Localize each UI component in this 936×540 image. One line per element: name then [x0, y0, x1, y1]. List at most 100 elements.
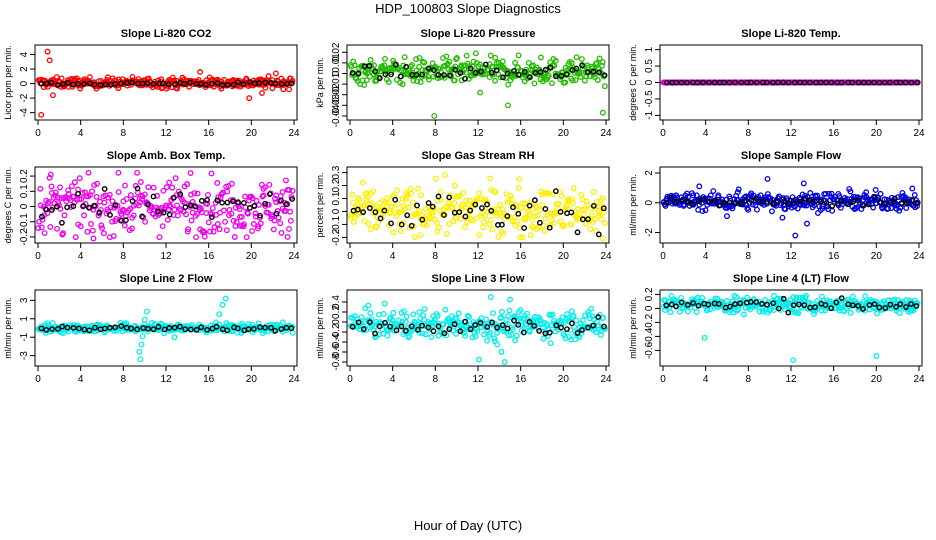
outlier-point	[138, 341, 145, 348]
y-tick-label: -0.2	[331, 323, 342, 341]
data-point	[570, 312, 577, 319]
data-point	[101, 199, 108, 206]
hourly-point	[536, 328, 543, 334]
data-point	[61, 212, 68, 219]
data-point	[141, 191, 148, 198]
data-point	[546, 222, 553, 229]
data-point	[270, 226, 277, 233]
data-point	[185, 226, 192, 233]
hourly-point	[552, 73, 559, 80]
outlier-point	[259, 90, 265, 96]
data-point	[432, 175, 439, 182]
data-point	[273, 199, 279, 206]
data-point	[496, 210, 503, 217]
x-tick-label: 8	[121, 128, 127, 139]
data-point	[115, 189, 122, 196]
data-point	[463, 52, 470, 59]
data-point	[417, 79, 424, 85]
y-tick-label: 0.1	[331, 191, 342, 205]
hourly-point	[414, 202, 420, 209]
hourly-point	[546, 224, 553, 231]
y-tick-label: 0.4	[331, 295, 342, 309]
data-point	[418, 192, 424, 199]
data-point	[596, 55, 603, 62]
data-point	[416, 55, 423, 61]
data-point	[515, 52, 522, 59]
data-point	[589, 313, 596, 320]
hourly-point	[382, 319, 388, 326]
data-point	[358, 314, 365, 320]
data-point	[440, 321, 447, 328]
hourly-point	[381, 207, 388, 214]
hourly-point	[479, 205, 485, 211]
data-point	[573, 317, 580, 324]
hourly-point	[882, 305, 889, 311]
hourly-point	[425, 65, 432, 72]
hourly-point	[170, 194, 177, 201]
data-point	[547, 340, 554, 347]
hourly-point	[144, 80, 151, 87]
hourly-point	[257, 324, 263, 331]
outlier-point	[599, 235, 606, 242]
hourly-point	[419, 71, 426, 78]
hourly-point	[585, 324, 591, 331]
hourly-point	[129, 79, 135, 86]
hourly-point	[504, 325, 511, 332]
data-point	[214, 221, 221, 228]
hourly-point	[887, 301, 894, 308]
data-point	[408, 190, 415, 197]
data-point	[77, 223, 84, 230]
hourly-point	[488, 207, 495, 214]
panel-title: Slope Gas Stream RH	[421, 150, 534, 162]
data-point	[588, 305, 595, 312]
data-point	[421, 306, 428, 312]
outlier-point	[507, 296, 513, 303]
data-point	[171, 206, 178, 213]
data-point	[511, 214, 518, 221]
data-point	[85, 169, 92, 176]
hourly-point	[781, 198, 788, 204]
hourly-point	[150, 193, 157, 200]
outlier-point	[137, 356, 144, 363]
hourly-point	[493, 67, 500, 74]
hourly-point	[240, 81, 247, 88]
x-tick-label: 4	[78, 128, 84, 139]
data-point	[910, 307, 917, 314]
data-point	[256, 201, 262, 208]
data-point	[407, 185, 414, 192]
x-tick-label: 16	[515, 251, 527, 262]
data-point	[870, 204, 877, 211]
hourly-point	[663, 302, 670, 309]
data-point	[60, 230, 67, 237]
hourly-point	[694, 79, 701, 86]
hourly-point	[289, 196, 296, 202]
outlier-point	[504, 102, 511, 109]
hourly-point	[689, 201, 696, 208]
data-point	[530, 224, 537, 231]
hourly-point	[413, 72, 420, 78]
x-tick-label: 24	[913, 251, 925, 262]
data-point	[492, 54, 499, 61]
data-point	[515, 185, 522, 191]
data-point	[282, 177, 289, 184]
data-point	[903, 205, 910, 212]
outlier-point	[246, 95, 253, 102]
panel-5: Slope Gas Stream RH0 4 8 12 16 20 24-0.2-0.100…	[315, 150, 612, 262]
hourly-point	[738, 201, 745, 207]
data-point	[109, 218, 116, 225]
hourly-point	[801, 79, 808, 86]
data-point	[191, 190, 198, 196]
hourly-point	[64, 324, 71, 331]
hourly-point	[732, 301, 738, 307]
hourly-point	[129, 198, 136, 205]
x-tick-label: 0	[660, 128, 666, 139]
data-point	[155, 205, 162, 212]
data-point	[91, 182, 98, 189]
hourly-point	[245, 326, 252, 333]
data-point	[57, 184, 63, 191]
outlier-point	[472, 50, 479, 57]
data-point	[745, 206, 752, 213]
data-point	[480, 218, 487, 225]
hourly-point	[499, 322, 506, 329]
